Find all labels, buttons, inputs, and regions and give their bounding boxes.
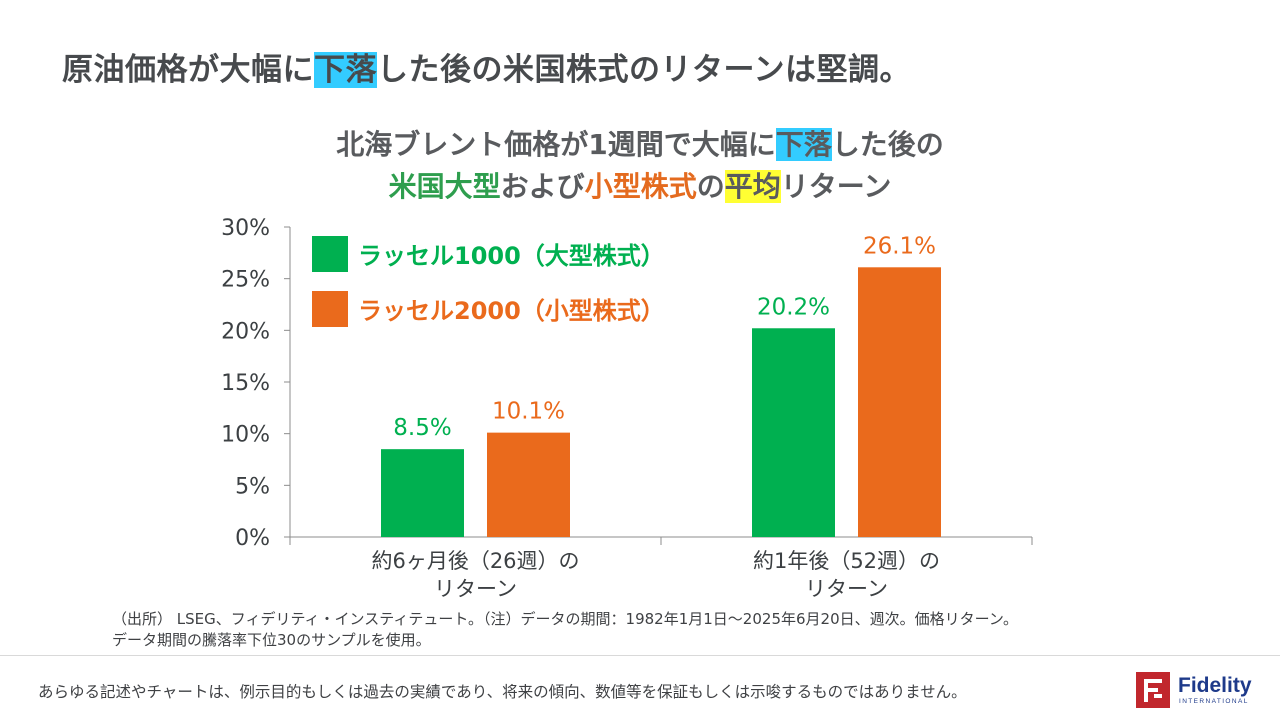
y-tick-label: 15% — [221, 371, 270, 396]
x-category-label: リターン — [434, 577, 517, 601]
data-label: 26.1% — [863, 233, 936, 259]
footnote-line1: （出所） LSEG、フィデリティ・インスティテュート。（注）データの期間：198… — [112, 610, 1018, 628]
y-tick-label: 30% — [221, 216, 270, 241]
title-pre: 原油価格が大幅に — [62, 52, 314, 88]
bar — [487, 432, 570, 537]
heading-large-cap: 米国大型 — [388, 170, 501, 203]
heading-no: の — [696, 170, 725, 203]
slide-title: 原油価格が大幅に下落した後の米国株式のリターンは堅調。 — [62, 44, 911, 89]
chart-heading-line2: 米国大型および小型株式の平均リターン — [0, 166, 1280, 208]
bar — [381, 449, 464, 537]
x-category-label: リターン — [805, 577, 888, 601]
heading-and: および — [500, 170, 585, 203]
chart-heading-line1: 北海ブレント価格が1週間で大幅に下落した後の — [0, 124, 1280, 166]
title-post: した後の米国株式のリターンは堅調。 — [377, 52, 911, 88]
x-category-label: 約6ヶ月後（26週）の — [371, 549, 579, 573]
y-tick-label: 10% — [221, 423, 270, 448]
heading-line1-post: した後の — [831, 128, 944, 161]
footer-divider — [0, 655, 1280, 656]
legend-label: ラッセル1000（大型株式） — [358, 242, 665, 270]
heading-small-cap: 小型株式 — [584, 170, 697, 203]
heading-average: 平均 — [724, 170, 781, 203]
heading-line1-pre: 北海ブレント価格が1週間で大幅に — [336, 128, 776, 161]
heading-line1-highlight: 下落 — [775, 128, 832, 161]
title-highlight: 下落 — [314, 52, 377, 88]
heading-return: リターン — [780, 170, 892, 203]
fidelity-logo-mark-icon — [1136, 672, 1170, 708]
fidelity-logo: Fidelity INTERNATIONAL — [1136, 672, 1260, 708]
legend-label: ラッセル2000（小型株式） — [358, 297, 665, 325]
footnote: （出所） LSEG、フィデリティ・インスティテュート。（注）データの期間：198… — [112, 609, 1018, 651]
fidelity-logo-name: Fidelity — [1178, 674, 1252, 697]
data-label: 10.1% — [492, 399, 565, 425]
disclaimer: あらゆる記述やチャートは、例示目的もしくは過去の実績であり、将来の傾向、数値等を… — [38, 683, 967, 701]
bar — [858, 267, 941, 537]
y-tick-label: 0% — [235, 526, 270, 551]
legend-swatch — [312, 236, 348, 272]
fidelity-logo-sub: INTERNATIONAL — [1179, 698, 1249, 705]
bar — [752, 328, 835, 537]
y-tick-label: 5% — [235, 474, 270, 499]
y-tick-label: 25% — [221, 268, 270, 293]
x-category-label: 約1年後（52週）の — [753, 549, 940, 573]
y-tick-label: 20% — [221, 319, 270, 344]
data-label: 8.5% — [393, 415, 451, 441]
legend-swatch — [312, 291, 348, 327]
data-label: 20.2% — [757, 294, 830, 320]
footnote-line2: データ期間の騰落率下位30のサンプルを使用。 — [112, 631, 431, 649]
